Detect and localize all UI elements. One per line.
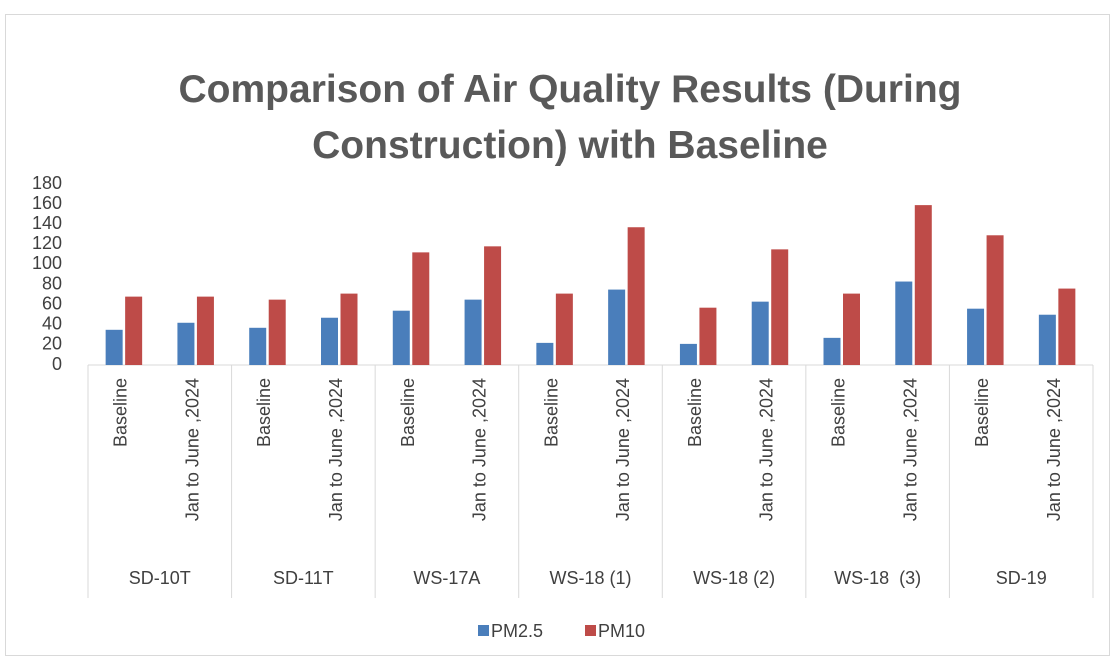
bar <box>895 281 913 365</box>
bar <box>967 308 985 365</box>
bar <box>249 327 267 365</box>
group-label: SD-11T <box>273 568 334 588</box>
legend-swatch <box>478 625 489 636</box>
y-tick-label: 160 <box>32 193 62 213</box>
legend-swatch <box>585 625 596 636</box>
y-tick-label: 80 <box>42 273 62 293</box>
x-tick-label: Jan to June ,2024 <box>613 378 633 521</box>
bar <box>268 299 286 365</box>
group-label: WS-17A <box>413 568 480 588</box>
x-tick-label: Jan to June ,2024 <box>1044 378 1064 521</box>
bar <box>177 322 195 365</box>
bar <box>340 293 358 365</box>
group-label: SD-19 <box>996 568 1047 588</box>
y-tick-label: 180 <box>32 173 62 193</box>
group-label: WS-18 (1) <box>549 568 631 588</box>
y-tick-label: 60 <box>42 293 62 313</box>
x-tick-label: Jan to June ,2024 <box>326 378 346 521</box>
bar <box>679 343 697 365</box>
bar <box>321 317 338 365</box>
x-tick-label: Jan to June ,2024 <box>900 378 920 521</box>
bar <box>105 329 123 365</box>
x-tick-label: Baseline <box>398 378 418 447</box>
bar <box>555 293 573 365</box>
x-tick-label: Jan to June ,2024 <box>470 378 490 521</box>
x-tick-label: Baseline <box>685 378 705 447</box>
y-tick-label: 0 <box>52 354 62 374</box>
group-label: SD-10T <box>129 568 191 588</box>
bar <box>125 296 143 365</box>
legend-label: PM2.5 <box>491 621 543 641</box>
bar <box>699 307 717 365</box>
x-tick-label: Jan to June ,2024 <box>757 378 777 521</box>
bar <box>986 235 1004 365</box>
y-tick-label: 120 <box>32 233 62 253</box>
x-tick-label: Baseline <box>111 378 131 447</box>
x-tick-label: Baseline <box>541 378 561 447</box>
bar <box>843 293 860 365</box>
x-tick-label: Baseline <box>972 378 992 447</box>
group-label: WS-18 (2) <box>693 568 775 588</box>
bar <box>196 296 214 365</box>
bar <box>464 299 482 365</box>
bar <box>1058 288 1076 365</box>
bar <box>412 252 430 365</box>
bar <box>608 289 626 365</box>
chart-border <box>5 14 1110 656</box>
x-tick-label: Jan to June ,2024 <box>182 378 202 521</box>
x-tick-label: Baseline <box>829 378 849 447</box>
y-tick-label: 100 <box>32 253 62 273</box>
bar <box>1038 314 1056 365</box>
bar <box>914 205 932 365</box>
bar <box>392 310 410 365</box>
bar <box>823 337 841 365</box>
group-label: WS-18 (3) <box>834 568 921 588</box>
bar <box>536 342 554 365</box>
y-tick-label: 40 <box>42 314 62 334</box>
bar <box>484 246 502 365</box>
legend-label: PM10 <box>598 621 645 641</box>
bar <box>751 301 769 365</box>
chart-title: Comparison of Air Quality Results (Durin… <box>178 68 962 167</box>
y-tick-label: 140 <box>32 213 62 233</box>
y-tick-label: 20 <box>42 334 62 354</box>
x-tick-label: Baseline <box>254 378 274 447</box>
bar <box>771 249 789 365</box>
bar <box>627 227 645 365</box>
